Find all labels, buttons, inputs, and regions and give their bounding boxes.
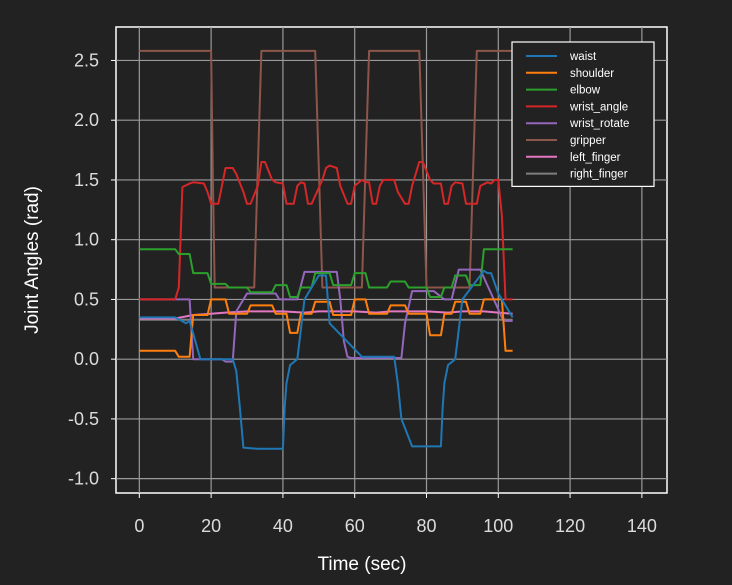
- legend-label-gripper: gripper: [570, 135, 606, 147]
- x-axis: 0 20 40 60 80 100 120 140: [134, 493, 657, 536]
- series-line-wrist-angle: [139, 161, 513, 301]
- legend: waist shoulder elbow wrist_angle wrist_rotat…: [511, 41, 655, 187]
- legend-frame: [511, 41, 655, 187]
- legend-label-left-finger: left_finger: [570, 152, 621, 164]
- y-tick-label: -1.0: [68, 469, 99, 489]
- series-lines: [139, 49, 514, 450]
- x-tick-label: 120: [555, 516, 585, 536]
- legend-label-right-finger: right_finger: [570, 169, 628, 181]
- y-tick-label: 2.0: [74, 110, 99, 130]
- y-tick-label: 1.0: [74, 230, 99, 250]
- series-line-elbow: [139, 248, 513, 298]
- legend-label-waist: waist: [569, 51, 597, 63]
- x-tick-label: 0: [134, 516, 144, 536]
- y-tick-label: 0.5: [74, 289, 99, 309]
- y-tick-label: -0.5: [68, 409, 99, 429]
- x-tick-label: 80: [416, 516, 436, 536]
- y-tick-label: 1.5: [74, 170, 99, 190]
- legend-label-shoulder: shoulder: [570, 68, 614, 80]
- series-line-gripper: [139, 49, 513, 289]
- grid: [116, 27, 667, 493]
- legend-label-elbow: elbow: [570, 85, 601, 97]
- series-line-left-finger: [139, 310, 513, 320]
- x-tick-label: 140: [627, 516, 657, 536]
- legend-label-wrist-rotate: wrist_rotate: [569, 118, 629, 130]
- series-line-shoulder: [139, 298, 513, 358]
- x-tick-label: 100: [483, 516, 513, 536]
- y-axis: -1.0 -0.5 0.0 0.5 1.0 1.5 2.0 2.5: [68, 50, 116, 489]
- x-tick-label: 20: [201, 516, 221, 536]
- x-tick-label: 40: [273, 516, 293, 536]
- x-tick-label: 60: [345, 516, 365, 536]
- series-line-waist: [139, 269, 514, 450]
- legend-label-wrist-angle: wrist_angle: [569, 101, 628, 113]
- y-axis-label: Joint Angles (rad): [22, 186, 43, 334]
- x-axis-label: Time (sec): [317, 554, 406, 575]
- y-tick-label: 0.0: [74, 349, 99, 369]
- y-tick-label: 2.5: [74, 50, 99, 70]
